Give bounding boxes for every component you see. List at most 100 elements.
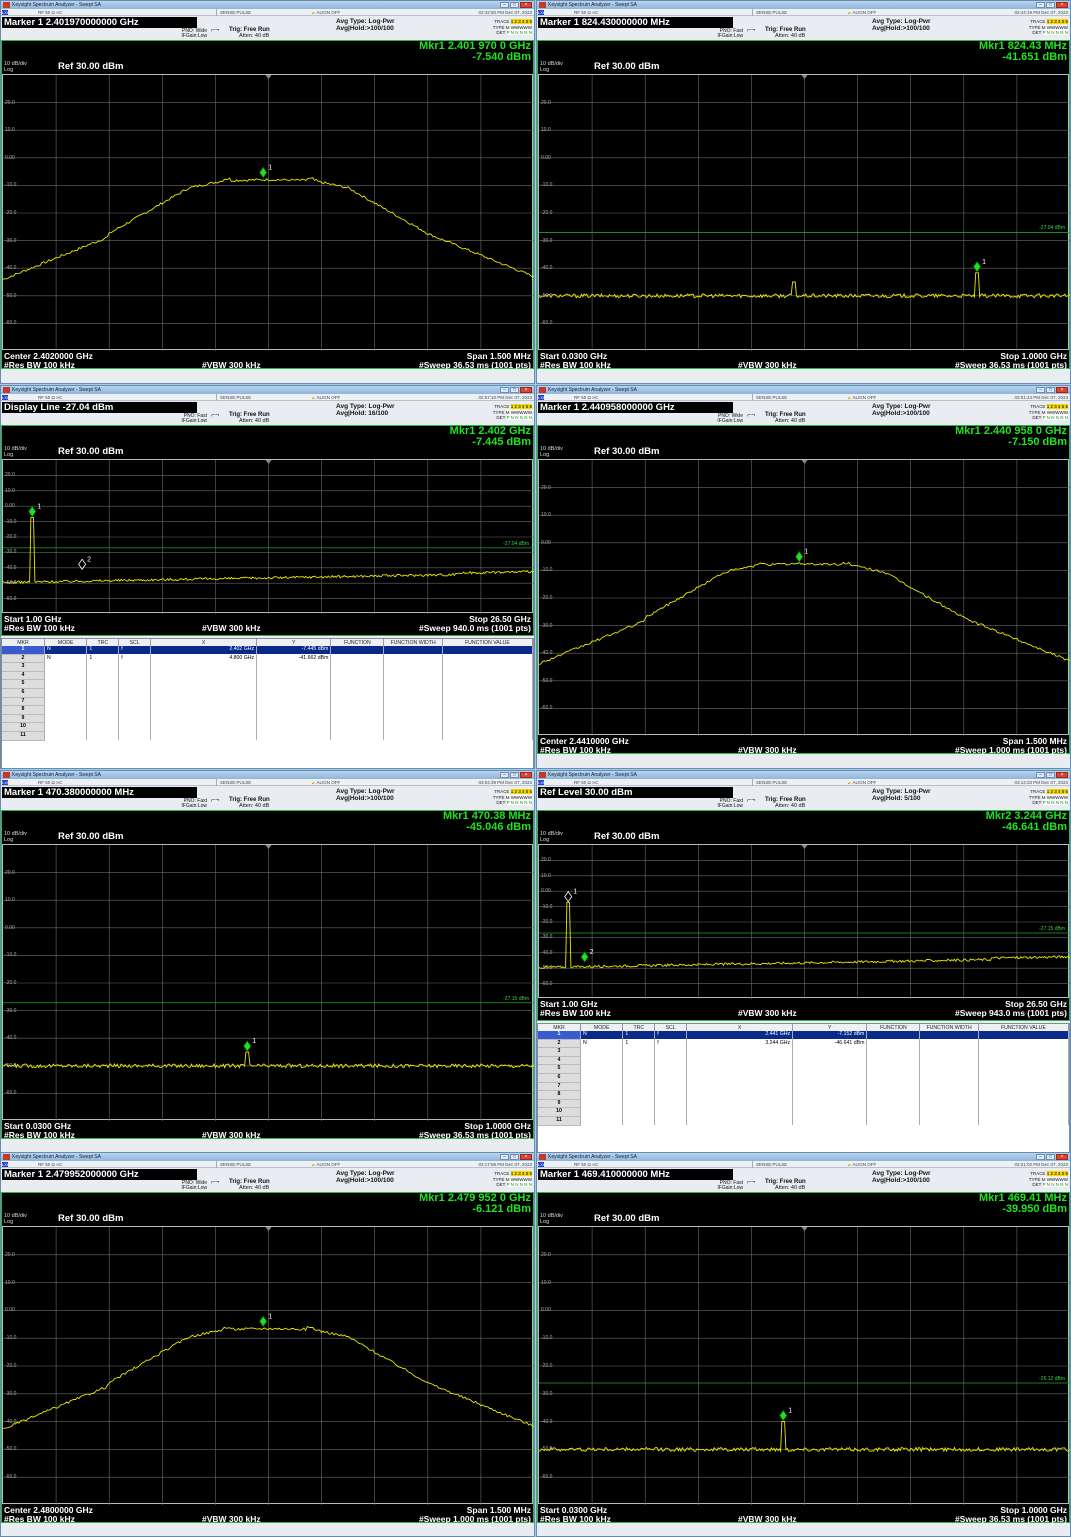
marker-mode (580, 1047, 624, 1057)
marker-y (792, 1047, 868, 1057)
close-icon[interactable]: × (1056, 772, 1068, 778)
table-row[interactable]: 1 N 1 f 2.441 GHz -7.152 dBm (538, 1031, 1070, 1040)
table-row[interactable]: 9 (538, 1099, 1070, 1109)
minimize-icon[interactable]: – (500, 387, 509, 393)
active-function-readout[interactable]: Ref Level 30.00 dBm (538, 787, 733, 798)
stop-span-freq: Span 1.500 MHz (466, 351, 531, 361)
marker-function-width (383, 722, 443, 732)
active-function-readout[interactable]: Marker 1 469.410000000 MHz (538, 1169, 733, 1180)
trigger-icon: ⌐¬ (211, 797, 220, 804)
table-row[interactable]: 7 (538, 1082, 1070, 1092)
marker-table[interactable]: MKR MODE TRC SCL X Y FUNCTION FUNCTION WIDTH FUN… (1, 638, 534, 768)
y-tick-label: -50.0 (541, 965, 553, 972)
close-icon[interactable]: × (1056, 387, 1068, 393)
table-row[interactable]: 3 (538, 1047, 1070, 1057)
active-function-readout[interactable]: Marker 1 2.479952000000 GHz (2, 1169, 197, 1180)
table-row[interactable]: 2 N 1 f 3.244 GHz -46.641 dBm (538, 1039, 1070, 1049)
measurement-screen[interactable]: Mkr1 2.401 970 0 GHz -7.540 dBm 10 dB/div L… (1, 40, 534, 370)
close-icon[interactable]: × (1056, 1154, 1068, 1160)
close-icon[interactable]: × (520, 1154, 532, 1160)
maximize-icon[interactable]: □ (1046, 1154, 1055, 1160)
close-icon[interactable]: × (520, 2, 532, 8)
marker-trace (622, 1056, 656, 1065)
y-tick-label: -10.0 (541, 903, 553, 910)
maximize-icon[interactable]: □ (510, 2, 519, 8)
trigger-icon: ⌐¬ (747, 27, 756, 34)
active-function-readout[interactable]: Marker 1 2.440958000000 GHz (538, 402, 733, 413)
table-row[interactable]: 11 (2, 731, 534, 741)
measurement-screen[interactable]: Mkr1 2.479 952 0 GHz -6.121 dBm 10 dB/div L… (1, 1192, 534, 1524)
maximize-icon[interactable]: □ (1046, 772, 1055, 778)
active-function-readout[interactable]: Display Line -27.04 dBm (2, 402, 197, 413)
maximize-icon[interactable]: □ (510, 772, 519, 778)
marker-x (686, 1099, 794, 1108)
close-icon[interactable]: × (520, 387, 532, 393)
measurement-screen[interactable]: Mkr1 824.43 MHz -41.651 dBm 10 dB/div Log Re… (537, 40, 1070, 370)
analyzer-window: Keysight Spectrum Analyzer - Swept SA – □ ×… (536, 385, 1071, 769)
measurement-screen[interactable]: Mkr2 3.244 GHz -46.641 dBm 10 dB/div Log Ref… (537, 810, 1070, 1021)
table-row[interactable]: 4 (538, 1056, 1070, 1066)
measurement-screen[interactable]: Mkr1 2.402 GHz -7.445 dBm 10 dB/div Log Ref … (1, 425, 534, 636)
minimize-icon[interactable]: – (1036, 2, 1045, 8)
close-icon[interactable]: × (1056, 2, 1068, 8)
averaging-info: Avg Type: Log-Pwr Avg|Hold:>100/100 (336, 1170, 395, 1184)
active-function-readout[interactable]: Marker 1 824.430000000 MHz (538, 17, 733, 28)
table-row[interactable]: 6 (2, 688, 534, 698)
marker-table[interactable]: MKR MODE TRC SCL X Y FUNCTION FUNCTION WIDTH FUN… (537, 1023, 1070, 1153)
measurement-screen[interactable]: Mkr1 469.41 MHz -39.950 dBm 10 dB/div Log Re… (537, 1192, 1070, 1524)
minimize-icon[interactable]: – (500, 1154, 509, 1160)
column-header: SCL (118, 639, 152, 646)
warning-icon: ▲ (847, 395, 853, 400)
marker-y (256, 697, 332, 706)
table-row[interactable]: 3 (2, 662, 534, 672)
active-function-readout[interactable]: Marker 1 470.380000000 MHz (2, 787, 197, 798)
table-row[interactable]: 6 (538, 1073, 1070, 1083)
column-header: TRC (622, 1024, 656, 1031)
table-row[interactable]: 4 (2, 671, 534, 681)
table-row[interactable]: 9 (2, 714, 534, 724)
table-row[interactable]: 1 N 1 f 2.402 GHz -7.445 dBm (2, 646, 534, 655)
trigger-setting: Trig: Free Run (765, 412, 806, 418)
minimize-icon[interactable]: – (1036, 387, 1045, 393)
table-row[interactable]: 5 (2, 679, 534, 689)
marker-x (686, 1073, 794, 1083)
table-row[interactable]: 8 (538, 1090, 1070, 1100)
maximize-icon[interactable]: □ (1046, 387, 1055, 393)
marker-readout: Mkr1 469.41 MHz -39.950 dBm (979, 1193, 1067, 1215)
lxi-badge: LXI (538, 395, 545, 400)
marker-function-value (442, 654, 534, 663)
marker-function-width (919, 1031, 979, 1040)
trace-type-det: TRACE 1 2 3 4 5 6 TYPE M WWWWW DET P N N N… (1029, 404, 1068, 421)
table-row[interactable]: 5 (538, 1064, 1070, 1074)
minimize-icon[interactable]: – (500, 772, 509, 778)
trigger-setting: Trig: Free Run (229, 1179, 270, 1185)
align-status: ▲ ALIGN OFF (311, 9, 340, 16)
y-tick-label: -50.0 (5, 1062, 17, 1069)
trace-row-value: 1 2 3 4 5 6 (510, 1171, 532, 1176)
table-row[interactable]: 8 (2, 705, 534, 715)
maximize-icon[interactable]: □ (510, 387, 519, 393)
measurement-screen[interactable]: Mkr1 2.440 958 0 GHz -7.150 dBm 10 dB/div L… (537, 425, 1070, 755)
maximize-icon[interactable]: □ (510, 1154, 519, 1160)
minimize-icon[interactable]: – (1036, 1154, 1045, 1160)
trace-type-det: TRACE 1 2 3 4 5 6 TYPE M WWWWW DET P N N N… (493, 19, 532, 36)
table-row[interactable]: 2 N 1 f 4.800 GHz -41.662 dBm (2, 654, 534, 664)
table-row[interactable]: 11 (538, 1116, 1070, 1126)
maximize-icon[interactable]: □ (1046, 2, 1055, 8)
y-tick-label: -20.0 (5, 534, 17, 540)
table-row[interactable]: 7 (2, 697, 534, 707)
active-function-readout[interactable]: Marker 1 2.401970000000 GHz (2, 17, 197, 28)
table-row[interactable]: 10 (2, 722, 534, 732)
table-row[interactable]: 10 (538, 1107, 1070, 1117)
title-bar: Keysight Spectrum Analyzer - Swept SA – □ × (1, 386, 534, 394)
settings-header: Marker 1 824.430000000 MHz PNO: Fast IFGai… (537, 17, 1070, 39)
center-indicator (265, 1227, 272, 1231)
close-icon[interactable]: × (520, 772, 532, 778)
minimize-icon[interactable]: – (1036, 772, 1045, 778)
y-tick-label: -40.0 (541, 265, 553, 272)
marker-x (686, 1107, 794, 1117)
warning-icon: ▲ (311, 10, 317, 15)
timestamp: 02:42:50 PM Dec 07, 2023 (478, 10, 532, 15)
minimize-icon[interactable]: – (500, 2, 509, 8)
measurement-screen[interactable]: Mkr1 470.38 MHz -45.046 dBm 10 dB/div Log Re… (1, 810, 534, 1140)
